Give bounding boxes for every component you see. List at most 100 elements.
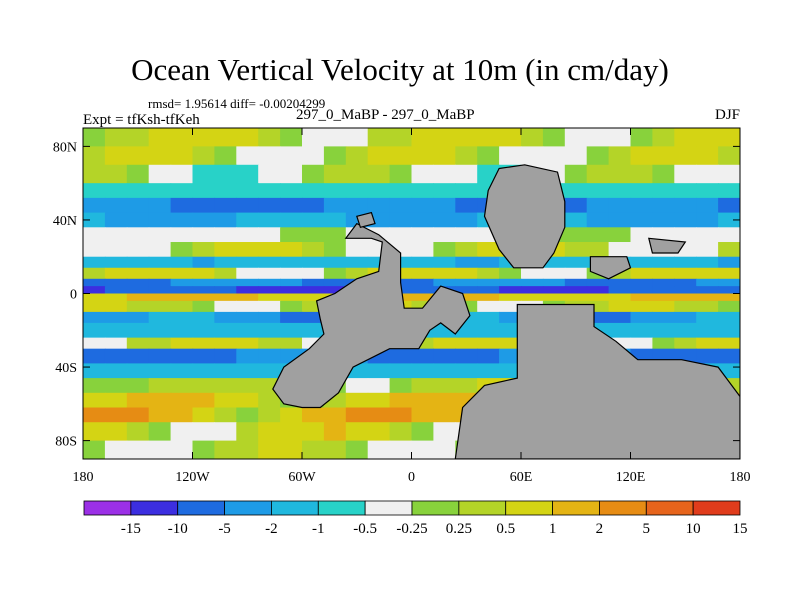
field-cell [433,267,456,280]
field-cell [214,128,237,147]
field-cell [674,183,697,199]
field-cell [367,407,391,423]
field-cell [630,322,653,339]
field-cell [148,242,172,258]
field-cell [564,197,588,214]
colorbar-swatch [317,500,366,516]
field-cell [148,197,172,214]
field-cell [323,164,347,184]
colorbar: -15 -10 -5 -2 -1 -0.5 -0.25 0.25 0.5 1 2 5 10 15 [83,500,748,537]
field-cell [696,348,719,364]
field-cell [170,164,194,184]
field-cell [411,378,434,394]
x-tick-label: 60E [510,470,533,485]
field-cell [280,242,303,258]
field-cell [236,422,259,442]
field-cell [499,286,522,295]
field-cell [214,256,237,269]
field-cell [214,378,237,394]
field-cell [83,164,106,184]
field-cell [170,407,194,423]
field-cell [411,278,434,287]
field-cell [367,440,391,459]
field-cell [104,407,128,423]
field-cell [104,378,128,394]
field-cell [236,267,259,280]
field-cell [126,378,150,394]
field-cell [564,212,588,228]
field-cell [411,267,434,280]
field-cell [236,392,259,409]
field-cell [718,242,740,258]
field-cell [718,322,740,339]
field-cell [433,146,456,166]
field-cell [302,440,325,459]
field-cell [170,440,194,459]
field-cell [630,164,653,184]
field-cell [280,440,303,459]
y-tick-label: 40S [55,361,77,376]
field-cell [148,392,172,409]
field-cell [345,242,369,258]
field-cell [433,278,456,287]
field-cell [236,256,259,269]
field-cell [214,422,237,442]
field-cell [280,164,303,184]
field-cell [170,322,194,339]
field-cell [323,242,347,258]
field-cell [608,227,632,243]
colorbar-swatch [130,500,179,516]
field-cell [411,337,434,350]
field-cell [718,256,740,269]
field-cell [433,440,456,459]
field-cell [411,286,434,295]
field-cell [258,363,281,379]
field-cell [170,227,194,243]
field-cell [433,363,456,379]
field-cell [280,422,303,442]
field-cell [433,392,456,409]
field-cell [148,183,172,199]
field-cell [367,392,391,409]
field-cell [302,164,325,184]
field-cell [411,183,434,199]
field-cell [236,378,259,394]
field-cell [258,128,281,147]
field-cell [280,212,303,228]
field-cell [192,183,215,199]
field-cell [564,183,588,199]
field-cell [236,183,259,199]
field-cell [652,164,675,184]
field-cell [718,278,740,287]
field-cell [499,300,522,313]
field-cell [718,197,740,214]
field-cell [367,422,391,442]
field-cell [652,337,675,350]
field-cell [83,242,106,258]
field-cell [148,337,172,350]
colorbar-swatch [177,500,225,516]
experiment-label: Expt = tfKsh-tfKeh [83,112,200,128]
field-cell [630,286,653,295]
field-cell [280,286,303,295]
field-cell [499,311,522,324]
run-label: 297_0_MaBP - 297_0_MaBP [296,107,475,123]
field-cell [148,300,172,313]
field-cell [280,293,303,302]
field-cell [104,422,128,442]
field-cell [455,128,478,147]
field-cell [104,348,128,364]
colorbar-label: 2 [596,521,604,537]
field-cell [630,212,653,228]
field-cell [192,146,215,166]
field-cell [652,286,675,295]
field-cell [542,278,566,287]
field-cell [586,146,610,166]
field-cell [214,348,237,364]
field-cell [236,348,259,364]
field-cell [477,146,500,166]
field-cell [236,293,259,302]
field-cell [367,256,391,269]
field-cell [258,256,281,269]
field-cell [170,422,194,442]
